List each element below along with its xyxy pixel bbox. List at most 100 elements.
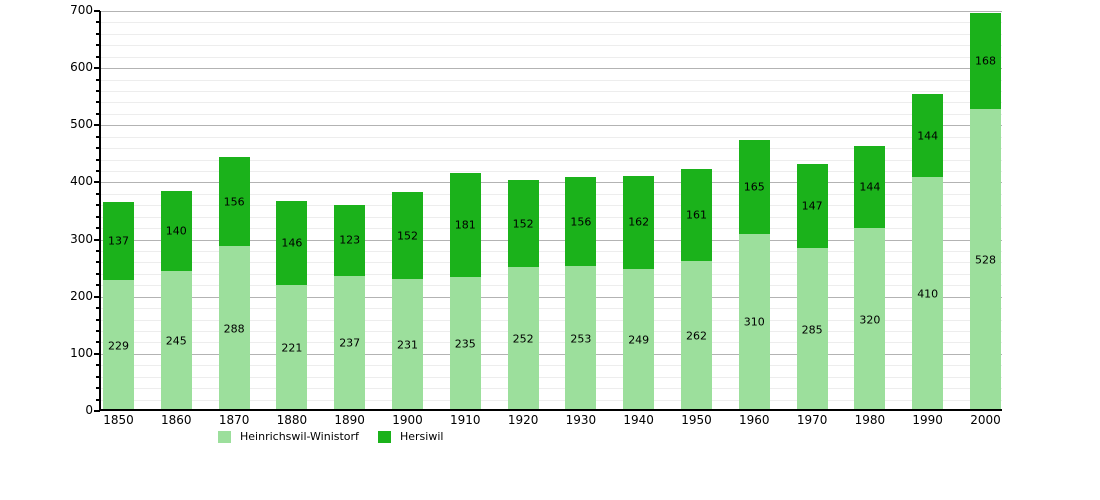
y-axis-tick	[96, 330, 100, 332]
y-axis-tick	[96, 55, 100, 58]
bar-segment-hersiwil-1870	[218, 157, 250, 247]
gridline-minor	[100, 33, 1002, 35]
x-axis-label-1970: 1970	[796, 413, 828, 427]
bar-segment-heinrichswil-winistorf-1950	[681, 261, 712, 411]
legend-label-heinrichswil-winistorf: Heinrichswil-Winistorf	[240, 430, 359, 443]
gridline-minor	[100, 216, 1002, 218]
y-axis-tick	[96, 364, 100, 367]
bar-value-label: 156	[223, 195, 245, 209]
y-axis-tick	[94, 124, 100, 127]
bar-value-label: 235	[454, 337, 476, 351]
gridline-minor	[100, 331, 1002, 332]
y-axis-tick	[94, 295, 100, 298]
gridline-minor	[100, 56, 1002, 58]
y-axis-label: 300	[70, 231, 93, 246]
bar-segment-heinrichswil-winistorf-1970	[796, 248, 828, 411]
gridline-minor	[100, 262, 1002, 264]
gridline-minor	[100, 388, 1002, 390]
bar-segment-hersiwil-1950	[681, 169, 712, 262]
x-axis-label-1890: 1890	[334, 413, 365, 427]
x-axis-label-1980: 1980	[854, 413, 886, 427]
bar-value-label: 320	[859, 313, 881, 327]
gridline-minor	[100, 342, 1002, 344]
bar-value-label: 310	[743, 315, 765, 329]
gridline-major	[100, 68, 1002, 70]
y-axis-tick	[94, 238, 100, 241]
bar-value-label: 253	[570, 332, 592, 346]
y-axis-label: 700	[70, 3, 93, 17]
plot-area: 229 137 245 140 288 156 221 146 237 123 231 152 235 1…	[100, 11, 1002, 411]
gridline-minor	[100, 159, 1002, 161]
gridline-minor	[100, 319, 1002, 321]
bar-value-label: 144	[859, 180, 881, 194]
y-axis-tick	[96, 204, 100, 207]
legend-item-heinrichswil-winistorf: Heinrichswil-Winistorf	[218, 430, 359, 444]
y-axis-tick	[96, 135, 100, 138]
y-axis-tick	[96, 261, 100, 264]
bar-segment-hersiwil-1900	[392, 192, 423, 279]
y-axis-tick	[96, 272, 100, 275]
bar-segment-heinrichswil-winistorf-1890	[334, 275, 366, 411]
bar-segment-hersiwil-1860	[160, 191, 192, 271]
x-axis-label-1940: 1940	[623, 413, 654, 427]
x-axis-label-1960: 1960	[739, 413, 770, 427]
bar-value-label: 229	[108, 339, 129, 353]
bar-segment-heinrichswil-winistorf-1880	[276, 284, 308, 411]
gridline-minor	[100, 365, 1002, 367]
y-axis-tick	[96, 398, 100, 401]
gridline-minor	[100, 102, 1002, 104]
y-axis-tick	[96, 32, 100, 35]
bar-segment-heinrichswil-winistorf-1920	[507, 267, 539, 411]
y-axis-tick	[96, 78, 100, 81]
legend-label-hersiwil: Hersiwil	[400, 430, 444, 443]
gridline-minor	[100, 136, 1002, 138]
bar-segment-heinrichswil-winistorf-1870	[218, 246, 250, 411]
gridline-minor	[100, 193, 1002, 195]
bar-segment-heinrichswil-winistorf-1850	[103, 280, 134, 411]
bar-value-label: 137	[108, 234, 129, 248]
y-axis-tick	[96, 44, 100, 47]
y-axis-tick	[96, 192, 100, 195]
bar-segment-hersiwil-1940	[623, 176, 655, 269]
bar-segment-hersiwil-2000	[970, 13, 1001, 110]
y-axis-tick	[96, 387, 100, 390]
gridline-minor	[100, 273, 1002, 275]
bar-value-label: 288	[223, 322, 245, 336]
y-axis-tick	[96, 90, 100, 92]
x-axis-label-2000: 2000	[970, 413, 1001, 427]
gridline-minor	[100, 228, 1002, 230]
y-axis-label: 0	[85, 403, 93, 417]
bar-segment-hersiwil-1850	[103, 201, 134, 281]
x-axis-label-1920: 1920	[507, 413, 539, 427]
bar-value-label: 146	[281, 236, 303, 250]
y-axis-tick	[96, 375, 100, 378]
y-axis-label: 400	[70, 174, 93, 189]
bar-segment-heinrichswil-winistorf-2000	[970, 109, 1001, 411]
bar-segment-hersiwil-1920	[507, 180, 539, 267]
y-axis-tick	[96, 227, 100, 230]
x-axis-label-1900: 1900	[392, 413, 423, 427]
gridline-minor	[100, 308, 1002, 310]
bar-value-label: 262	[686, 329, 707, 343]
bar-value-label: 410	[917, 287, 939, 301]
x-axis-label-1910: 1910	[450, 413, 481, 427]
y-axis-tick	[96, 215, 100, 218]
bar-value-label: 152	[397, 229, 418, 243]
bar-value-label: 249	[628, 333, 650, 347]
bar-segment-heinrichswil-winistorf-1900	[392, 279, 423, 411]
bar-value-label: 144	[917, 129, 939, 143]
legend-swatch-hersiwil	[378, 431, 391, 443]
x-axis-label-1880: 1880	[276, 413, 308, 427]
gridline-minor	[100, 148, 1002, 150]
y-axis-tick	[96, 250, 100, 252]
gridline-minor	[100, 205, 1002, 207]
bar-value-label: 245	[165, 334, 187, 348]
bar-value-label: 152	[512, 217, 534, 231]
bar-value-label: 231	[397, 338, 418, 352]
bar-segment-heinrichswil-winistorf-1990	[912, 176, 944, 411]
gridline-minor	[100, 171, 1002, 172]
y-axis-tick	[94, 181, 100, 184]
gridline-major	[100, 239, 1002, 241]
gridline-minor	[100, 113, 1002, 115]
bar-value-label: 147	[801, 199, 823, 213]
